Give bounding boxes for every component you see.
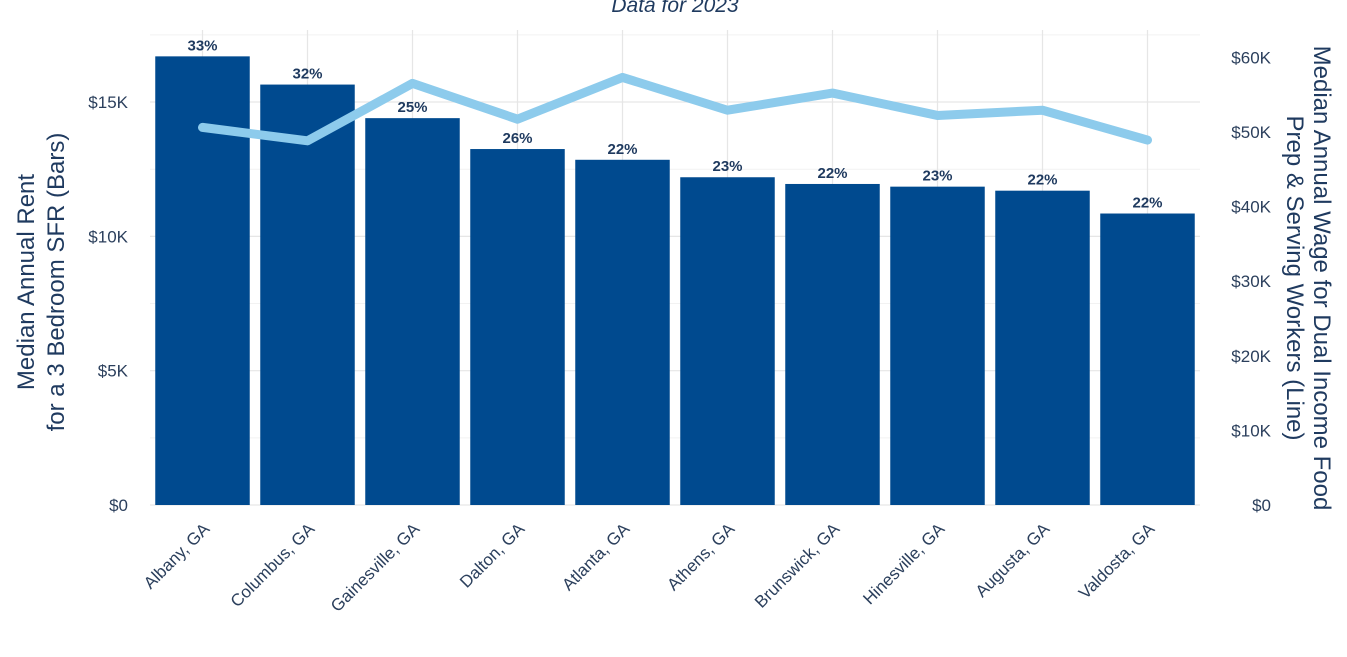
y2-axis-title-line-2: Prep & Serving Workers (Line) (1281, 115, 1308, 440)
bar-labels: 33% 32% 25% 26% 22% 23% 22% 23% 22% 22% (187, 37, 1162, 211)
chart-subtitle: Data for 2023 (611, 0, 739, 17)
y-axis-right: $0 $10K $20K $30K $40K $50K $60K (1231, 48, 1271, 515)
x-tick-label: Athens, GA (663, 519, 738, 594)
bar (365, 118, 460, 506)
y2-axis-title-line-1: Median Annual Wage for Dual Income Food (1308, 46, 1335, 511)
bar-data-label: 22% (1132, 195, 1162, 212)
x-tick-label: Augusta, GA (972, 519, 1054, 601)
bar-data-label: 33% (187, 37, 217, 54)
wage-series-line (198, 72, 1152, 146)
bar (890, 186, 985, 505)
bar (575, 159, 670, 505)
x-tick-label: Hinesville, GA (859, 519, 948, 608)
bar-data-label: 25% (397, 99, 427, 116)
bar-data-label: 23% (712, 158, 742, 175)
bar (785, 183, 880, 506)
y-tick-label: $15K (88, 93, 128, 112)
wage-line (198, 72, 1152, 146)
y2-tick-label: $50K (1231, 123, 1271, 142)
bar (1100, 213, 1195, 505)
x-axis: Albany, GA Columbus, GA Gainesville, GA Dal… (140, 519, 1159, 616)
y-axis-title-line-1: Median Annual Rent (13, 174, 40, 390)
y-tick-label: $0 (109, 496, 128, 515)
bar-data-label: 22% (817, 165, 847, 182)
x-tick-label: Brunswick, GA (751, 519, 844, 612)
x-tick-label: Gainesville, GA (327, 519, 424, 616)
y-axis-left: $0 $5K $10K $15K (88, 93, 128, 515)
x-tick-label: Dalton, GA (456, 519, 529, 592)
y2-tick-label: $30K (1231, 272, 1271, 291)
y-tick-label: $10K (88, 227, 128, 246)
bar-data-label: 26% (502, 130, 532, 147)
x-tick-label: Atlanta, GA (558, 519, 633, 594)
bar-data-label: 22% (607, 141, 637, 158)
bars (155, 56, 1195, 506)
y2-tick-label: $0 (1252, 496, 1271, 515)
bar (995, 190, 1090, 505)
bar-data-label: 32% (292, 66, 322, 83)
y2-tick-label: $10K (1231, 421, 1271, 440)
bar (680, 177, 775, 505)
x-tick-label: Columbus, GA (227, 519, 319, 611)
y2-tick-label: $40K (1231, 198, 1271, 217)
y-tick-label: $5K (98, 362, 129, 381)
bar-data-label: 22% (1027, 172, 1057, 189)
bar (470, 149, 565, 506)
y-axis-title-line-2: for a 3 Bedroom SFR (Bars) (43, 133, 70, 432)
y2-tick-label: $60K (1231, 48, 1271, 67)
x-tick-label: Valdosta, GA (1075, 519, 1159, 603)
x-tick-label: Albany, GA (140, 519, 214, 593)
y2-tick-label: $20K (1231, 347, 1271, 366)
bar (260, 84, 355, 505)
bar-data-label: 23% (922, 168, 952, 185)
